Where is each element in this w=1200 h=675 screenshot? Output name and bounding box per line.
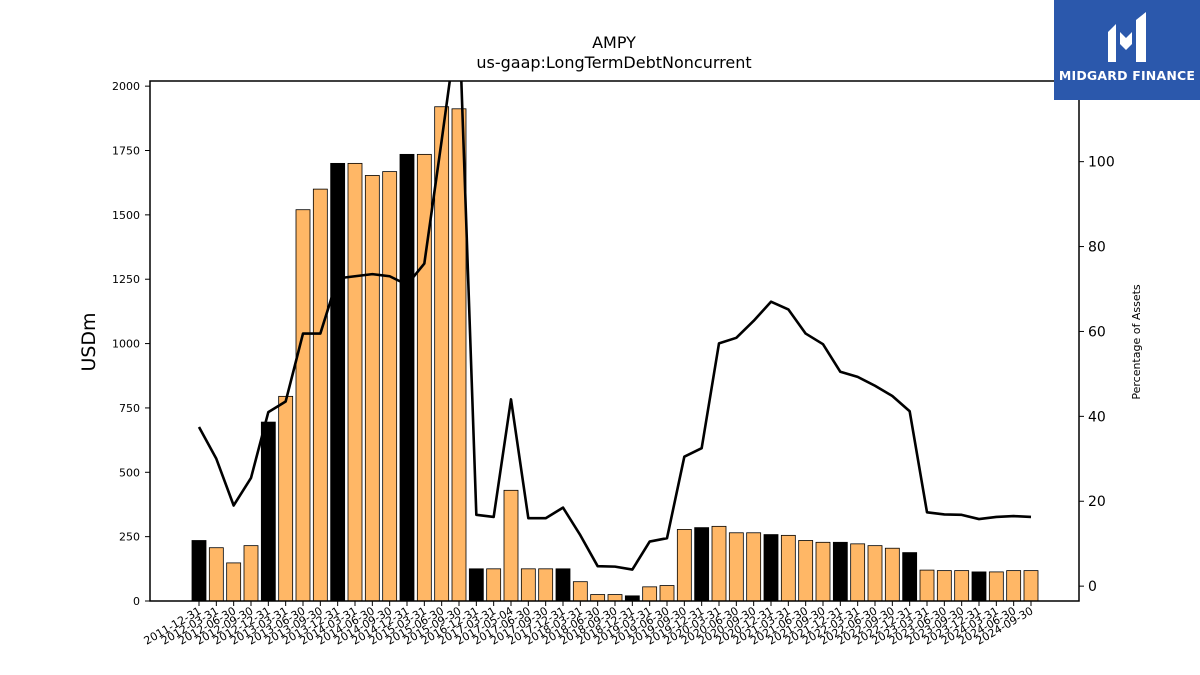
bar <box>624 595 640 602</box>
bar <box>763 534 779 602</box>
bar <box>191 540 207 602</box>
y2-tick-label: 0 <box>1088 579 1097 595</box>
bar <box>572 581 588 602</box>
bar <box>330 162 346 602</box>
bar <box>538 568 554 602</box>
bar <box>954 570 970 602</box>
y-tick-label: 2000 <box>112 80 140 93</box>
bar <box>936 570 952 602</box>
bar <box>1006 570 1022 602</box>
chart-title: AMPY <box>592 33 636 52</box>
bar <box>347 162 363 602</box>
bar <box>243 545 259 602</box>
bar <box>260 421 276 602</box>
bar <box>399 153 415 602</box>
bar <box>815 541 831 602</box>
y2-tick-label: 100 <box>1088 155 1115 171</box>
bar <box>520 568 536 602</box>
bar <box>971 571 987 602</box>
y-tick-label: 0 <box>133 595 140 608</box>
y-tick-label: 250 <box>119 531 140 544</box>
bar <box>728 532 744 602</box>
bar <box>208 547 224 602</box>
logo-text: MIDGARD FINANCE <box>1058 68 1196 83</box>
bar <box>798 540 814 602</box>
y2-tick-label: 60 <box>1088 324 1106 340</box>
y-tick-label: 1500 <box>112 209 140 222</box>
bar <box>468 568 484 602</box>
bar <box>832 541 848 602</box>
bar <box>659 585 675 602</box>
y-tick-label: 1000 <box>112 338 140 351</box>
bar <box>590 594 606 602</box>
y-tick-label: 750 <box>119 402 140 415</box>
bar <box>382 171 398 602</box>
y-tick-label: 1250 <box>112 273 140 286</box>
bar <box>988 571 1004 602</box>
y2-axis-label: Percentage of Assets <box>1130 284 1143 400</box>
y-tick-label: 500 <box>119 466 140 479</box>
plot-area: 0 250 500 750 1000 1250 1500 1750 2000 0 20 40 60 80 1… <box>112 80 1115 647</box>
bar <box>884 547 900 602</box>
bar <box>694 527 710 602</box>
bar <box>555 568 571 602</box>
midgard-logo-icon <box>1108 12 1146 62</box>
bar <box>226 562 242 602</box>
bar <box>364 175 380 602</box>
y2-tick-label: 40 <box>1088 409 1106 425</box>
y-tick-label: 1750 <box>112 145 140 158</box>
bar <box>919 569 935 602</box>
y2-tick-label: 80 <box>1088 240 1106 256</box>
bar <box>850 543 866 602</box>
bar <box>295 209 311 602</box>
midgard-finance-logo: MIDGARD FINANCE <box>1054 0 1200 100</box>
bar <box>867 545 883 602</box>
bar <box>746 532 762 602</box>
bar <box>312 188 328 602</box>
bar <box>676 529 692 602</box>
bar <box>503 489 519 602</box>
bar <box>902 552 918 602</box>
bar <box>642 586 658 602</box>
y-axis-label: USDm <box>78 312 100 371</box>
bar <box>486 568 502 602</box>
percentage-line <box>197 81 1032 571</box>
bar <box>1023 570 1039 602</box>
bar <box>711 525 727 602</box>
bar <box>278 395 294 602</box>
bar <box>607 594 623 602</box>
y2-tick-label: 20 <box>1088 494 1106 510</box>
chart-subtitle: us-gaap:LongTermDebtNoncurrent <box>476 53 751 72</box>
bar <box>780 534 796 602</box>
